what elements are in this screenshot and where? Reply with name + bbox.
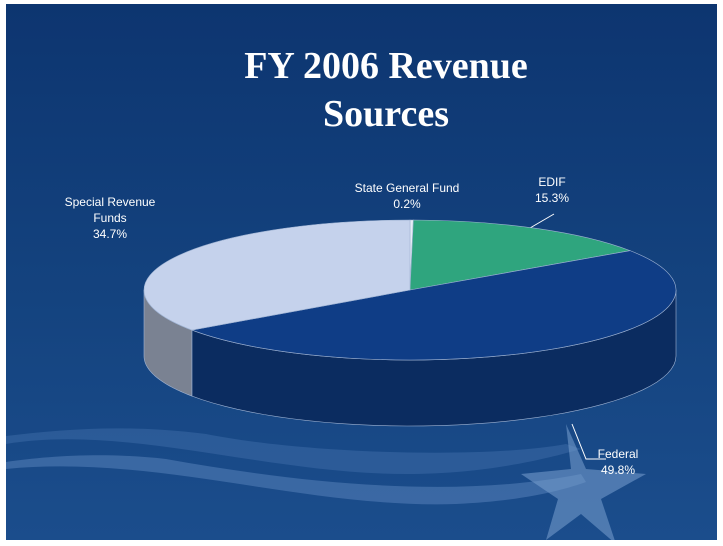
swoosh xyxy=(6,428,581,474)
slice-category: Federal xyxy=(597,447,639,461)
slice-label: State General Fund 0.2% xyxy=(342,180,472,212)
chart xyxy=(6,213,677,540)
pie-slice xyxy=(143,219,411,331)
slice-category: Special Revenue Funds xyxy=(64,195,156,225)
swoosh xyxy=(6,455,586,505)
pie-slice xyxy=(190,250,677,361)
slice-value: 0.2% xyxy=(393,197,421,211)
slice-label: Special Revenue Funds 34.7% xyxy=(50,194,170,242)
leader-line xyxy=(529,213,555,229)
slice-value: 34.7% xyxy=(92,227,128,241)
leader-line xyxy=(571,423,606,460)
chart-title: FY 2006 Revenue Sources xyxy=(244,45,528,135)
slice-label: Federal 49.8% xyxy=(558,446,678,478)
slice-category: EDIF xyxy=(538,175,566,189)
slice-value: 49.8% xyxy=(600,463,636,477)
slice-value: 15.3% xyxy=(534,191,570,205)
star xyxy=(521,424,646,540)
slice-category: State General Fund xyxy=(354,181,460,195)
slide: FY 2006 Revenue Sources State General Fu… xyxy=(6,4,717,540)
pie-slice xyxy=(409,219,632,291)
slice-label: EDIF 15.3% xyxy=(492,174,612,206)
